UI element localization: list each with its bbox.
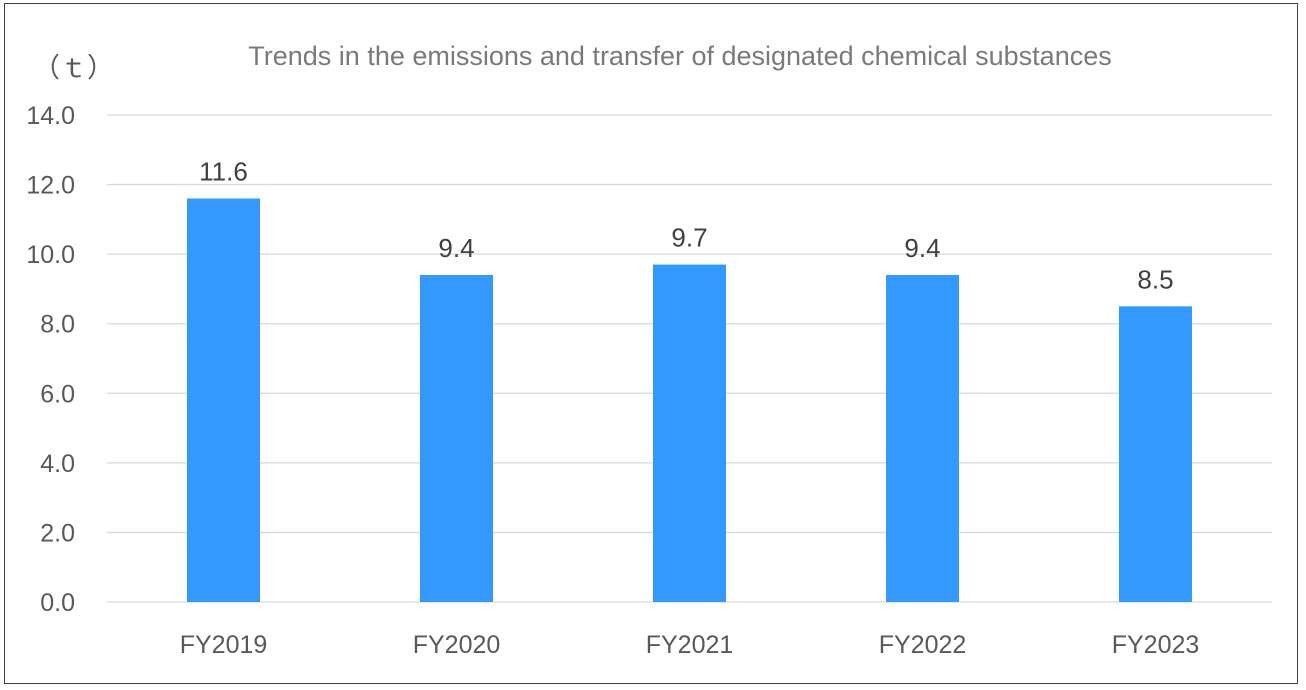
y-tick-label: 4.0 xyxy=(40,450,75,478)
data-labels: 11.6 9.4 9.7 9.4 8.5 xyxy=(199,156,1173,294)
data-label: 8.5 xyxy=(1137,264,1173,294)
data-label: 9.4 xyxy=(904,233,940,263)
bar-fy2021 xyxy=(653,264,726,602)
bar-fy2019 xyxy=(187,198,260,602)
y-tick-label: 14.0 xyxy=(26,102,75,130)
y-tick-label: 6.0 xyxy=(40,380,75,408)
data-label: 9.4 xyxy=(438,233,474,263)
y-tick-label: 10.0 xyxy=(26,241,75,269)
x-axis-ticks: FY2019 FY2020 FY2021 FY2022 FY2023 xyxy=(180,631,1200,659)
x-tick-label: FY2019 xyxy=(180,631,268,659)
x-tick-label: FY2020 xyxy=(413,631,501,659)
bar-fy2022 xyxy=(886,275,959,602)
bar-fy2020 xyxy=(420,275,493,602)
y-axis-unit-label: （ｔ） xyxy=(33,53,114,83)
data-label: 11.6 xyxy=(199,156,248,186)
y-tick-label: 8.0 xyxy=(40,311,75,339)
x-tick-label: FY2022 xyxy=(879,631,967,659)
y-axis-ticks: 0.0 2.0 4.0 6.0 8.0 10.0 12.0 14.0 xyxy=(26,102,75,617)
y-tick-label: 12.0 xyxy=(26,172,75,200)
x-tick-label: FY2023 xyxy=(1112,631,1200,659)
data-label: 9.7 xyxy=(671,223,707,253)
y-tick-label: 0.0 xyxy=(40,589,75,617)
bar-fy2023 xyxy=(1119,306,1192,602)
x-tick-label: FY2021 xyxy=(646,631,734,659)
bars xyxy=(187,198,1192,602)
y-tick-label: 2.0 xyxy=(40,519,75,547)
chart-title: Trends in the emissions and transfer of … xyxy=(248,41,1111,71)
